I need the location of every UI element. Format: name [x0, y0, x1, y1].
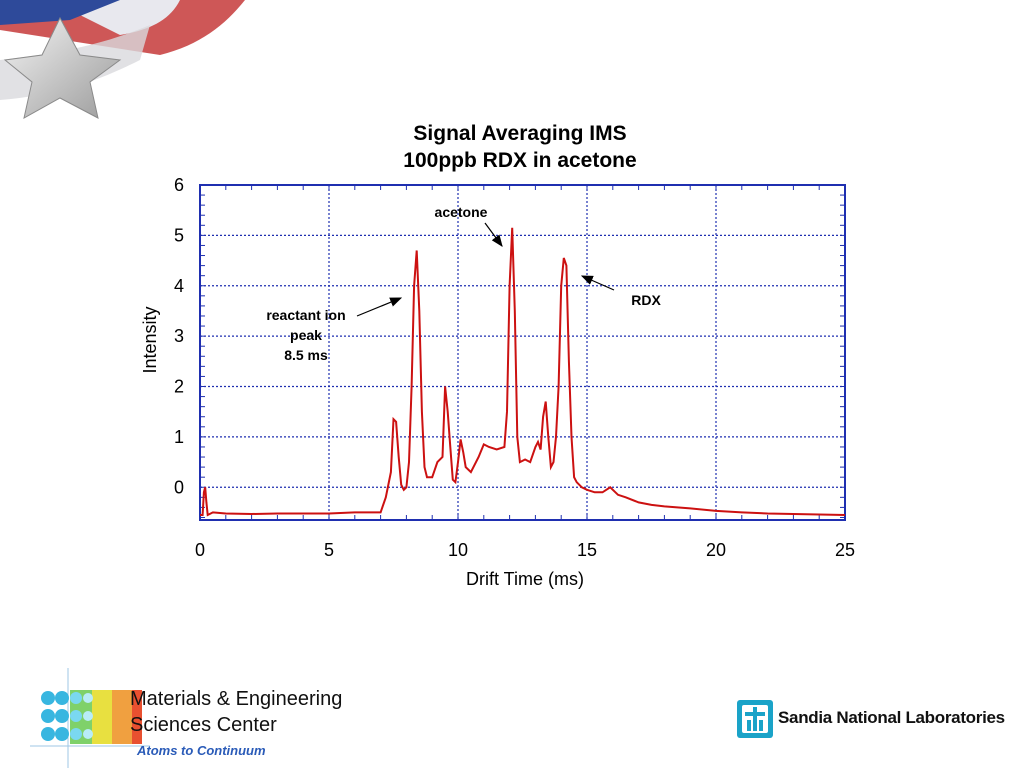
- annotation-arrow: [484, 222, 503, 247]
- chart-subtitle: 100ppb RDX in acetone: [403, 149, 637, 172]
- y-tick-label: 5: [174, 225, 184, 245]
- footer-tagline: Atoms to Continuum: [137, 743, 266, 758]
- y-tick-label: 2: [174, 377, 184, 397]
- x-axis-label: Drift Time (ms): [466, 569, 584, 589]
- annotation-label: 8.5 ms: [284, 347, 328, 363]
- x-tick-label: 0: [195, 540, 205, 560]
- annotation-label: acetone: [435, 204, 488, 220]
- annotation-arrow: [580, 275, 615, 291]
- sandia-thunderbird-logo: [737, 700, 773, 738]
- y-tick-label: 3: [174, 326, 184, 346]
- x-tick-label: 20: [706, 540, 726, 560]
- annotation-label: reactant ion: [266, 307, 345, 323]
- sandia-org-name: Sandia National Laboratories: [778, 708, 1005, 727]
- y-tick-label: 1: [174, 427, 184, 447]
- y-tick-label: 4: [174, 276, 184, 296]
- footer-center-name-line2: Sciences Center: [130, 714, 277, 736]
- plot-frame: [199, 184, 846, 521]
- y-axis-label: Intensity: [140, 306, 160, 373]
- annotation-label: peak: [290, 327, 322, 343]
- y-tick-label: 6: [174, 175, 184, 195]
- chart-title: Signal Averaging IMS: [413, 122, 627, 145]
- x-tick-label: 15: [577, 540, 597, 560]
- footer-center-name-line1: Materials & Engineering: [130, 688, 343, 710]
- flag-star-graphic: [0, 0, 245, 119]
- x-tick-label: 5: [324, 540, 334, 560]
- annotation-arrow: [356, 297, 403, 317]
- molecular-grid-logo: [30, 668, 150, 768]
- x-tick-label: 10: [448, 540, 468, 560]
- annotation-label: RDX: [631, 292, 661, 308]
- y-tick-label: 0: [174, 477, 184, 497]
- series-line-intensity: [200, 227, 846, 517]
- x-tick-label: 25: [835, 540, 855, 560]
